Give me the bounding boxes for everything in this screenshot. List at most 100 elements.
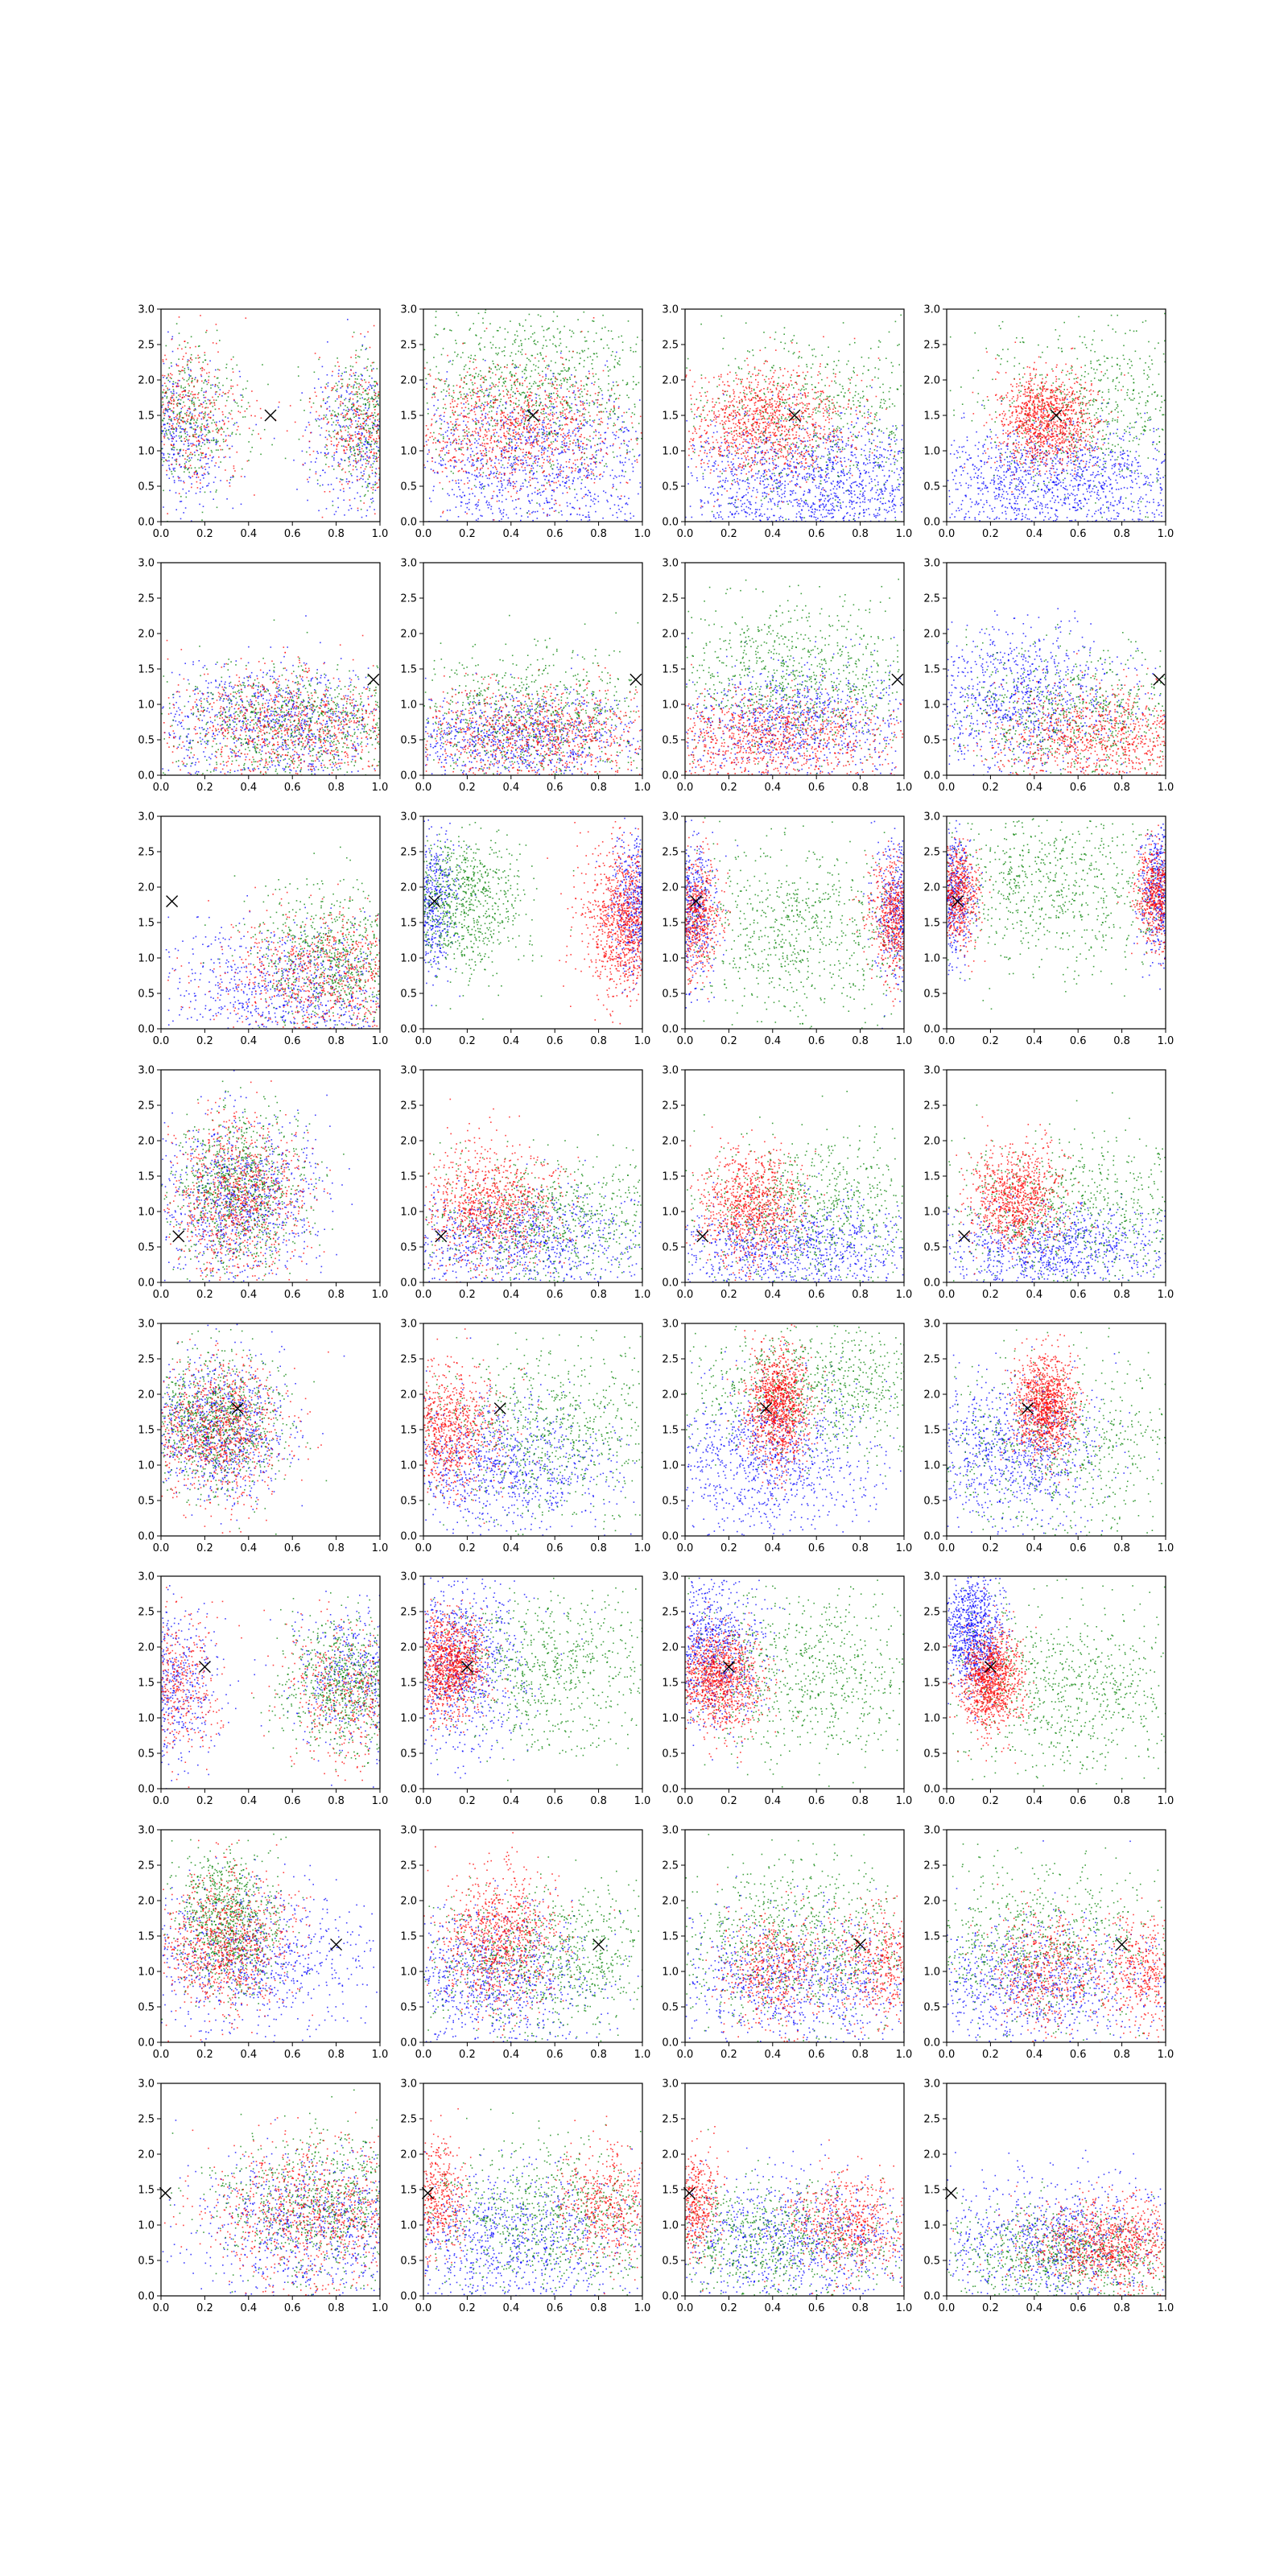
data-point-red [191, 487, 192, 489]
data-point-red [164, 437, 166, 439]
data-point-green [440, 435, 442, 436]
data-point-red [510, 394, 511, 396]
data-point-green [535, 382, 537, 384]
data-point-green [535, 340, 536, 341]
data-point-red [431, 460, 433, 462]
data-point-blue [501, 477, 502, 479]
data-point-green [525, 411, 526, 412]
data-point-green [543, 345, 544, 347]
data-point-green [469, 368, 470, 369]
data-point-green [514, 365, 516, 366]
data-point-red [178, 365, 180, 367]
data-point-blue [241, 504, 242, 506]
x-tick-label: 0.8 [328, 528, 345, 540]
data-point-blue [576, 445, 577, 447]
data-point-blue [343, 438, 345, 440]
data-point-red [480, 450, 481, 452]
data-point-blue [507, 427, 509, 429]
data-point-red [507, 415, 509, 416]
data-point-blue [542, 437, 543, 439]
data-point-red [433, 415, 435, 416]
data-point-red [549, 415, 551, 416]
data-point-blue [770, 498, 771, 500]
data-point-red [184, 341, 185, 342]
data-point-green [242, 469, 243, 470]
data-point-red [171, 425, 173, 427]
data-point-blue [572, 483, 574, 485]
data-point-red [228, 435, 229, 436]
data-point-blue [174, 468, 175, 469]
data-point-red [345, 472, 346, 473]
data-point-blue [537, 482, 539, 484]
data-point-red [374, 325, 375, 327]
data-point-red [539, 416, 540, 418]
data-point-blue [508, 518, 510, 519]
data-point-blue [353, 460, 355, 462]
data-point-green [442, 458, 444, 460]
data-point-green [215, 409, 217, 411]
data-point-red [375, 441, 377, 443]
data-point-red [565, 418, 567, 419]
data-point-red [175, 419, 176, 421]
data-point-red [223, 420, 225, 422]
data-point-green [638, 438, 639, 440]
data-point-red [332, 387, 334, 389]
data-point-red [240, 412, 242, 414]
data-point-blue [863, 515, 865, 517]
data-point-red [238, 411, 240, 412]
data-point-green [547, 482, 548, 484]
data-point-blue [435, 462, 436, 464]
data-point-blue [338, 424, 340, 426]
data-point-green [545, 378, 547, 379]
data-point-green [530, 388, 531, 390]
data-point-blue [505, 422, 506, 423]
data-point-green [373, 415, 374, 416]
data-point-green [505, 339, 506, 341]
data-point-green [521, 343, 522, 345]
data-point-blue [811, 474, 812, 476]
data-point-red [518, 445, 519, 447]
data-point-green [180, 496, 182, 497]
data-point-red [547, 439, 548, 440]
data-point-blue [369, 432, 370, 434]
data-point-green [478, 313, 480, 315]
data-point-red [519, 423, 521, 424]
data-point-red [214, 405, 216, 407]
data-point-red [472, 431, 473, 432]
data-point-red [171, 339, 173, 341]
data-point-red [226, 480, 228, 481]
data-point-green [353, 332, 355, 333]
data-point-red [529, 458, 530, 460]
data-point-red [506, 451, 508, 452]
data-point-green [569, 406, 571, 407]
data-point-blue [475, 479, 477, 481]
data-point-red [448, 393, 450, 394]
data-point-blue [174, 436, 175, 438]
data-point-green [369, 475, 370, 477]
data-point-red [309, 441, 311, 443]
data-point-blue [167, 405, 169, 407]
data-point-green [635, 384, 637, 386]
data-point-green [439, 379, 440, 381]
data-point-red [607, 454, 609, 456]
data-point-blue [427, 409, 429, 411]
data-point-red [578, 426, 580, 427]
data-point-blue [200, 488, 201, 489]
data-point-red [504, 473, 506, 475]
data-point-green [354, 375, 356, 377]
data-point-blue [187, 431, 188, 433]
data-point-blue [815, 477, 816, 478]
data-point-red [431, 419, 433, 420]
data-point-blue [476, 486, 477, 488]
data-point-red [332, 415, 333, 416]
data-point-green [208, 430, 209, 431]
data-point-green [225, 416, 226, 418]
data-point-green [598, 386, 600, 388]
data-point-blue [334, 415, 336, 417]
data-point-red [526, 429, 528, 431]
data-point-green [501, 398, 502, 400]
data-point-blue [216, 440, 217, 442]
data-point-red [171, 444, 173, 446]
data-point-green [555, 362, 556, 364]
data-point-red [376, 458, 378, 460]
